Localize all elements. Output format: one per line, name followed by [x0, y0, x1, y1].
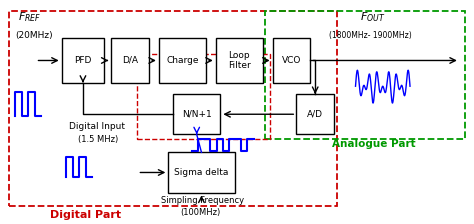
Bar: [216, 38, 263, 83]
Text: $F_{REF}$: $F_{REF}$: [18, 10, 41, 24]
Bar: [9, 11, 337, 206]
Bar: [273, 38, 310, 83]
Text: (1.5 MHz): (1.5 MHz): [78, 136, 118, 144]
Text: PFD: PFD: [74, 56, 91, 65]
Text: Simpling Frequency: Simpling Frequency: [161, 196, 244, 205]
Bar: [62, 38, 104, 83]
Bar: [173, 94, 220, 134]
Text: N/N+1: N/N+1: [182, 110, 211, 119]
Bar: [296, 94, 334, 134]
Bar: [159, 38, 206, 83]
Text: A/D: A/D: [307, 110, 323, 119]
Text: Loop
Filter: Loop Filter: [228, 51, 251, 70]
Text: (20MHz): (20MHz): [16, 31, 53, 40]
Bar: [265, 11, 465, 139]
Text: Charge: Charge: [166, 56, 199, 65]
Text: (100MHz): (100MHz): [180, 208, 220, 217]
Text: Sigma delta: Sigma delta: [174, 168, 228, 177]
Text: Digital Part: Digital Part: [50, 209, 121, 220]
Bar: [168, 152, 235, 193]
Text: $F_{OUT}$: $F_{OUT}$: [360, 10, 386, 24]
Bar: [137, 54, 270, 139]
Text: VCO: VCO: [282, 56, 301, 65]
Text: Analogue Part: Analogue Part: [332, 139, 415, 149]
Text: (1800MHz- 1900MHz): (1800MHz- 1900MHz): [329, 31, 412, 40]
Text: D/A: D/A: [122, 56, 138, 65]
Text: Digital Input: Digital Input: [69, 122, 125, 131]
Bar: [111, 38, 149, 83]
